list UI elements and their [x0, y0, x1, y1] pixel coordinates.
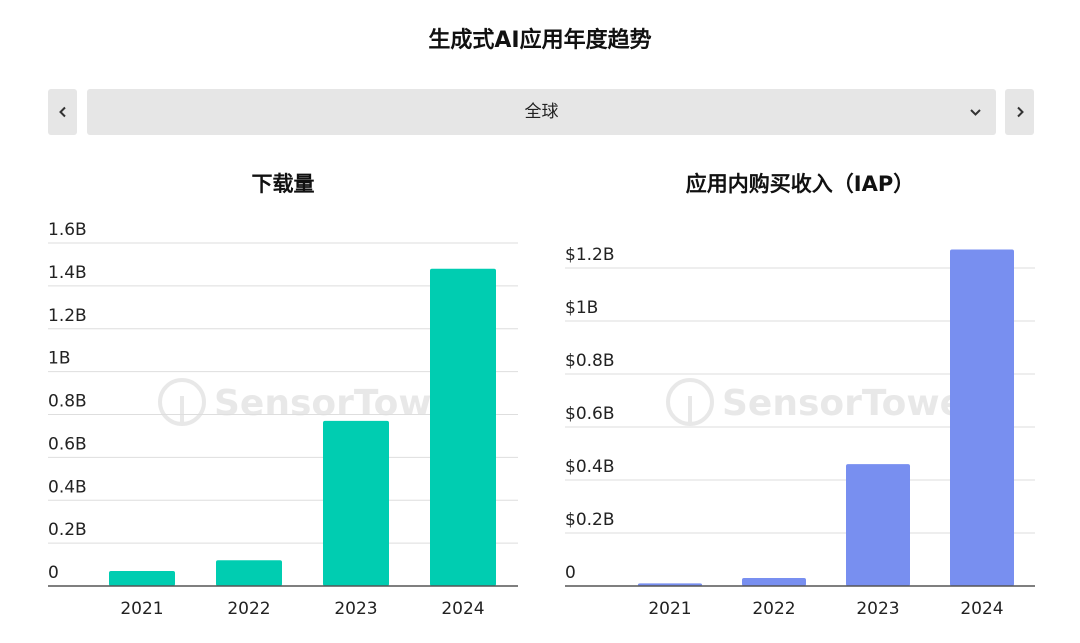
iap-ytick-label: $1B: [565, 298, 598, 318]
iap-chart-title: 应用内购买收入（IAP）: [685, 172, 915, 196]
downloads-ytick-label: 1.2B: [48, 306, 87, 326]
page-title: 生成式AI应用年度趋势: [428, 28, 652, 53]
downloads-ytick-label: 0.4B: [48, 477, 87, 497]
iap-ytick-label: 0: [565, 563, 576, 583]
iap-xtick-label: 2024: [960, 599, 1003, 619]
downloads-ytick-label: 1.6B: [48, 220, 87, 240]
iap-ytick-label: $0.8B: [565, 351, 615, 371]
iap-chart: SensorTower 0 $0.2B $0.4B $0.6B $0.8B $1B $1.2B…: [565, 245, 1035, 619]
iap-bar-2022: [742, 578, 806, 586]
next-button[interactable]: [1005, 89, 1034, 135]
iap-watermark-logo-icon: [666, 378, 714, 426]
downloads-chart: SensorTower 0 0.2B 0.4B 0.6B 0.8B 1B 1.2B 1.4B 1.…: [48, 220, 518, 619]
downloads-chart-title: 下载量: [251, 172, 315, 196]
iap-ytick-label: $1.2B: [565, 245, 615, 265]
downloads-bar-2023: [323, 420, 389, 586]
region-select-value: 全球: [524, 102, 559, 122]
downloads-bar-2024: [430, 268, 496, 586]
downloads-xtick-label: 2023: [334, 599, 377, 619]
downloads-ytick-label: 1B: [48, 349, 70, 369]
iap-ytick-label: $0.6B: [565, 404, 615, 424]
downloads-bar-2022: [216, 560, 282, 586]
iap-xtick-label: 2022: [752, 599, 795, 619]
iap-watermark-text: SensorTower: [722, 383, 982, 424]
previous-button[interactable]: [48, 89, 77, 135]
downloads-watermark: SensorTower: [158, 378, 474, 426]
iap-bar-2023: [846, 464, 910, 586]
chevron-down-icon: [970, 109, 981, 116]
downloads-ytick-label: 0: [48, 563, 59, 583]
downloads-ytick-label: 0.6B: [48, 434, 87, 454]
iap-xtick-label: 2021: [648, 599, 691, 619]
iap-ytick-label: $0.4B: [565, 457, 615, 477]
downloads-bar-2021: [109, 570, 175, 586]
downloads-xtick-label: 2021: [120, 599, 163, 619]
iap-watermark: SensorTower: [666, 378, 982, 426]
downloads-ytick-label: 0.8B: [48, 392, 87, 412]
iap-xtick-label: 2023: [856, 599, 899, 619]
downloads-watermark-logo-icon: [158, 378, 206, 426]
chevron-right-icon: [1016, 106, 1024, 118]
iap-bar-2024: [950, 249, 1014, 586]
iap-ytick-label: $0.2B: [565, 510, 615, 530]
downloads-xtick-label: 2022: [227, 599, 270, 619]
chevron-left-icon: [58, 106, 66, 118]
downloads-xtick-label: 2024: [441, 599, 484, 619]
downloads-ytick-label: 1.4B: [48, 263, 87, 283]
downloads-ytick-label: 0.2B: [48, 520, 87, 540]
region-select[interactable]: 全球: [87, 89, 996, 135]
